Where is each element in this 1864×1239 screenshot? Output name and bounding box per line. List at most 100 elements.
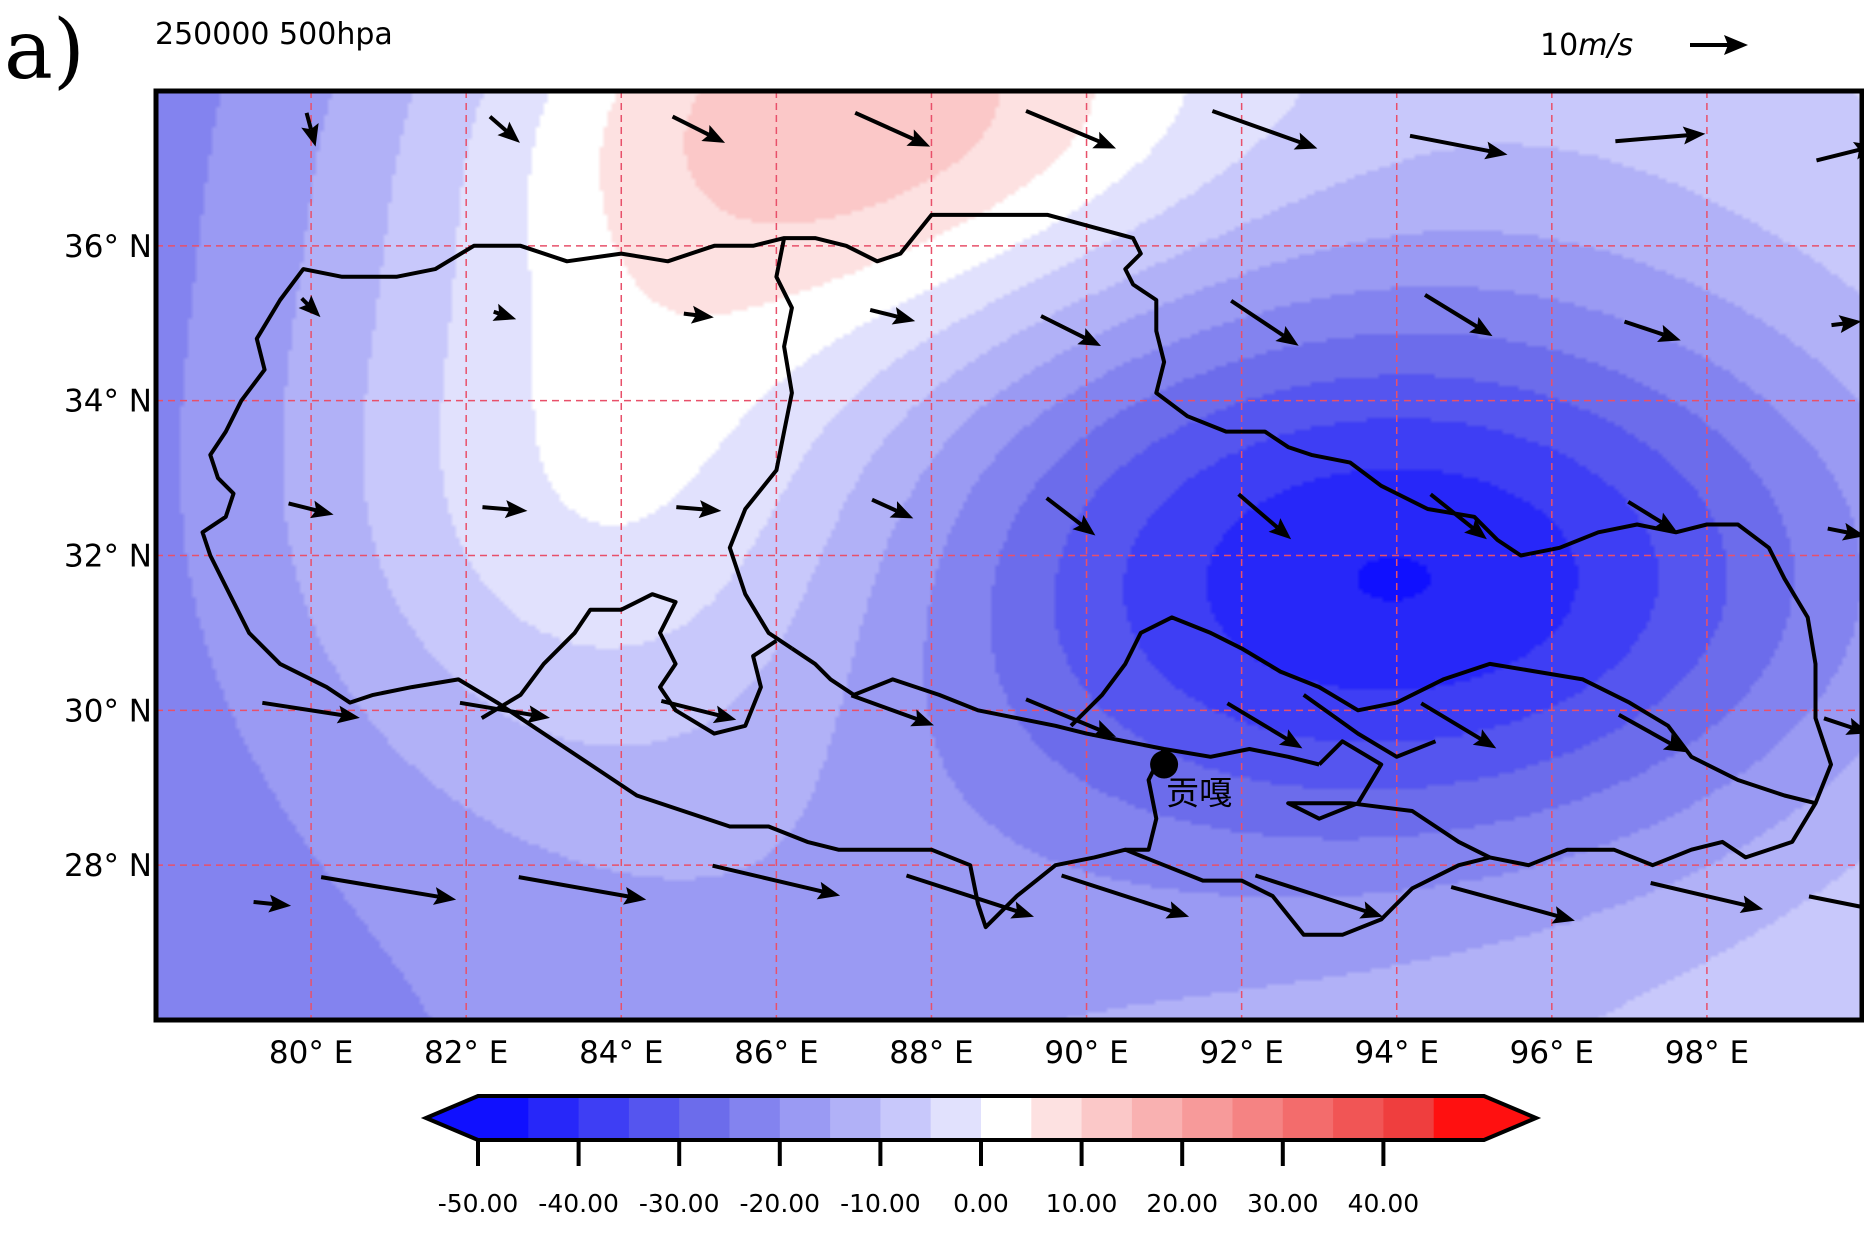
y-tick-label: 28° N <box>64 848 152 884</box>
wind-vector <box>671 114 726 143</box>
colorbar-swatch <box>1433 1096 1485 1140</box>
internal-boundary <box>1302 693 1437 759</box>
wind-vector <box>253 894 292 913</box>
colorbar-swatch <box>779 1096 831 1140</box>
wind-vector <box>1409 133 1508 160</box>
wind-vector <box>1040 314 1102 346</box>
colorbar-swatch <box>478 1096 529 1140</box>
internal-boundary <box>480 592 778 736</box>
wind-vector <box>301 112 319 147</box>
wind-vector <box>850 693 934 727</box>
wind-vector <box>1450 885 1575 924</box>
wind-vector <box>1045 496 1096 536</box>
wind-vector <box>1823 716 1862 735</box>
colorbar-swatch <box>1383 1096 1435 1140</box>
wind-vector <box>1623 319 1681 342</box>
station-label: 贡嘎 <box>1166 774 1232 813</box>
x-tick-label: 82° E <box>424 1035 508 1071</box>
colorbar-tick-label: 30.00 <box>1247 1189 1319 1218</box>
map-frame <box>153 88 1864 1023</box>
x-tick-label: 80° E <box>269 1035 353 1071</box>
x-tick-label: 86° E <box>734 1035 818 1071</box>
wind-vector <box>712 863 841 900</box>
colorbar-swatch <box>679 1096 731 1140</box>
x-tick-label: 96° E <box>1510 1035 1594 1071</box>
colorbar-tick-label: -40.00 <box>538 1189 619 1218</box>
colorbar: -50.00 -40.00 -30.00 -20.00 -10.00 0.00 10.00 2… <box>420 1094 1542 1218</box>
y-tick-label: 34° N <box>64 384 152 420</box>
wind-vector <box>854 111 931 147</box>
x-tick-label: 90° E <box>1044 1035 1128 1071</box>
wind-vector <box>1617 713 1687 753</box>
colorbar-tick-label: -50.00 <box>438 1189 519 1218</box>
y-tick-label: 36° N <box>64 229 152 265</box>
map-subtitle: 250000 500hpa <box>155 17 393 52</box>
wind-vector <box>1429 492 1487 540</box>
wind-vector <box>288 500 334 519</box>
reference-vector-label: 10m/s <box>1540 28 1633 63</box>
wind-vector <box>869 307 916 325</box>
wind-vector <box>1230 299 1299 346</box>
wind-vector <box>1025 697 1117 737</box>
wind-vector <box>676 500 722 519</box>
province-boundary <box>727 237 794 651</box>
wind-vector <box>492 303 517 321</box>
x-tick-label: 92° E <box>1199 1035 1283 1071</box>
x-tick-label: 98° E <box>1665 1035 1749 1071</box>
colorbar-swatch <box>1131 1096 1183 1140</box>
wind-vector <box>1423 293 1493 337</box>
axis-labels: 80° E 82° E 84° E 86° E 88° E 90° E 92° E 94° E… <box>64 229 1749 1071</box>
wind-vector <box>1237 492 1292 540</box>
panel-label: a) <box>4 3 85 98</box>
colorbar-tick-label: 10.00 <box>1046 1189 1118 1218</box>
colorbar-tick-label: -10.00 <box>840 1189 921 1218</box>
wind-vector <box>660 699 737 724</box>
colorbar-swatch <box>1232 1096 1284 1140</box>
wind-vector <box>1226 701 1303 749</box>
wind-vector <box>1831 315 1862 334</box>
x-tick-label: 88° E <box>889 1035 973 1071</box>
map-area: 贡嘎 <box>153 88 1864 1023</box>
colorbar-swatch <box>1031 1096 1083 1140</box>
colorbar-swatch <box>830 1096 881 1140</box>
reference-vector-magnitude: 10 <box>1540 28 1578 63</box>
region-outline <box>200 212 1833 937</box>
y-tick-label: 30° N <box>64 693 152 729</box>
colorbar-min-extend <box>426 1096 478 1140</box>
colorbar-swatch <box>1081 1096 1133 1140</box>
internal-boundary <box>1069 615 1816 806</box>
region-boundaries <box>200 212 1833 937</box>
wind-vector <box>1060 873 1190 919</box>
colorbar-swatch <box>930 1096 982 1140</box>
y-tick-label: 32° N <box>64 539 152 575</box>
reference-vector: 10m/s <box>1540 28 1748 63</box>
wind-vector <box>262 700 360 724</box>
colorbar-swatch <box>729 1096 781 1140</box>
wind-vector <box>298 295 321 318</box>
colorbar-tick-label: -30.00 <box>639 1189 720 1218</box>
wind-vector <box>1211 109 1318 150</box>
internal-boundary <box>1286 739 1491 860</box>
colorbar-max-extend <box>1484 1096 1536 1140</box>
colorbar-tick-label: 20.00 <box>1146 1189 1218 1218</box>
colorbar-swatch <box>578 1096 630 1140</box>
colorbar-tick-label: -20.00 <box>740 1189 821 1218</box>
wind-vector <box>1420 701 1497 749</box>
wind-vector <box>1650 881 1764 914</box>
x-tick-label: 84° E <box>579 1035 663 1071</box>
station-dot <box>1150 750 1179 779</box>
internal-boundary <box>790 646 1320 767</box>
wind-vector <box>683 305 714 324</box>
colorbar-swatch <box>981 1096 1032 1140</box>
x-tick-label: 94° E <box>1355 1035 1439 1071</box>
lat-lon-grid <box>156 91 1862 1020</box>
wind-vector <box>1627 500 1678 532</box>
wind-vector <box>482 500 528 519</box>
colorbar-swatch <box>1182 1096 1234 1140</box>
colorbar-swatch <box>628 1096 680 1140</box>
colorbar-tick-label: 40.00 <box>1348 1189 1420 1218</box>
wind-vectors <box>253 109 1862 924</box>
reference-vector-arrow-icon <box>1690 35 1748 55</box>
wind-vector <box>488 115 520 143</box>
